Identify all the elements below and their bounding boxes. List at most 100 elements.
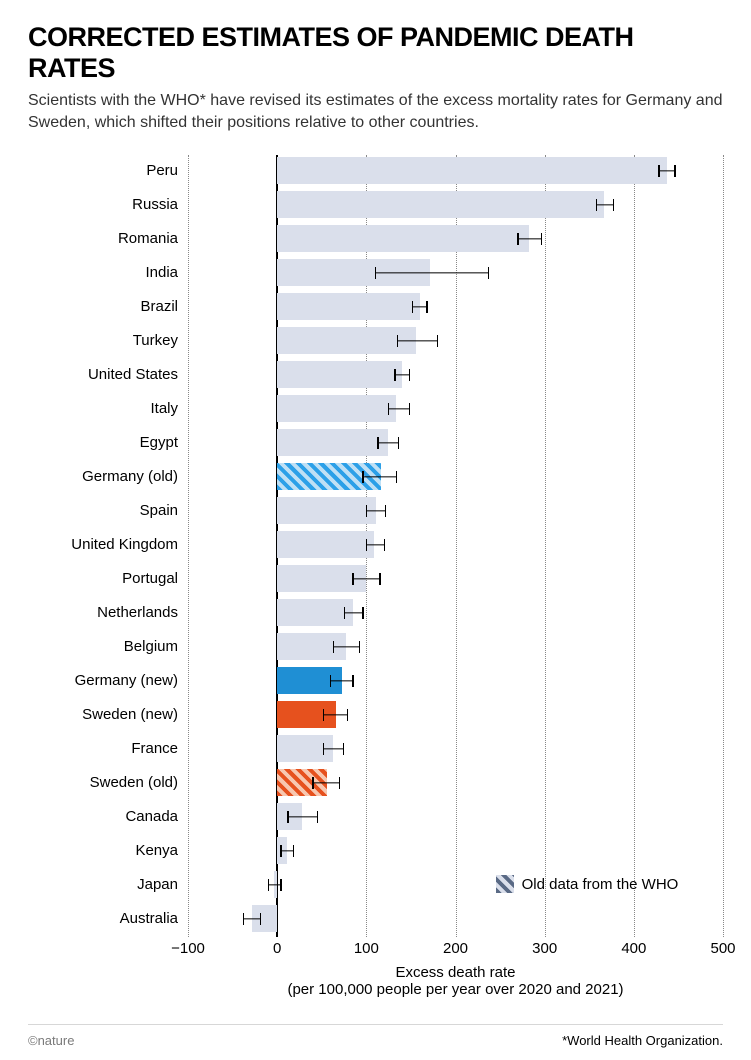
- error-bar: [353, 578, 380, 579]
- error-cap: [339, 777, 340, 789]
- x-tick-label: 0: [273, 940, 281, 957]
- table-row: Egypt: [28, 427, 723, 458]
- error-cap: [362, 471, 363, 483]
- error-cap: [330, 675, 331, 687]
- error-bar: [389, 408, 410, 409]
- row-label: Germany (old): [28, 468, 188, 485]
- error-bar: [363, 476, 397, 477]
- x-axis-title: Excess death rate: [188, 964, 723, 981]
- bar: [277, 531, 374, 558]
- error-cap: [312, 777, 313, 789]
- row-label: Germany (new): [28, 672, 188, 689]
- error-bar: [395, 374, 409, 375]
- error-bar: [324, 748, 344, 749]
- error-cap: [352, 573, 353, 585]
- bar-track: [188, 597, 723, 628]
- error-bar: [288, 816, 317, 817]
- page-title: CORRECTED ESTIMATES OF PANDEMIC DEATH RA…: [28, 22, 723, 84]
- legend: Old data from the WHO: [496, 875, 679, 893]
- page-subtitle: Scientists with the WHO* have revised it…: [28, 90, 723, 133]
- table-row: Germany (old): [28, 461, 723, 492]
- error-cap: [396, 471, 397, 483]
- bar-track: [188, 393, 723, 424]
- bar-track: [188, 257, 723, 288]
- error-cap: [409, 369, 410, 381]
- error-bar: [281, 850, 293, 851]
- error-cap: [347, 709, 348, 721]
- error-cap: [377, 437, 378, 449]
- bar: [277, 157, 667, 184]
- error-cap: [426, 301, 427, 313]
- credit: ©nature: [28, 1033, 74, 1048]
- row-label: Egypt: [28, 434, 188, 451]
- table-row: Netherlands: [28, 597, 723, 628]
- footnote: *World Health Organization.: [562, 1033, 723, 1048]
- error-cap: [362, 607, 363, 619]
- error-cap: [243, 913, 244, 925]
- bar-track: [188, 563, 723, 594]
- row-label: Netherlands: [28, 604, 188, 621]
- bar: [277, 599, 353, 626]
- error-bar: [413, 306, 427, 307]
- error-bar: [375, 272, 488, 273]
- row-label: Belgium: [28, 638, 188, 655]
- footer: ©nature *World Health Organization.: [28, 1024, 723, 1048]
- row-label: Canada: [28, 808, 188, 825]
- bar-track: [188, 529, 723, 560]
- table-row: Romania: [28, 223, 723, 254]
- error-cap: [379, 573, 380, 585]
- x-axis-labels: −1000100200300400500: [188, 940, 723, 960]
- error-cap: [366, 539, 367, 551]
- table-row: India: [28, 257, 723, 288]
- error-cap: [268, 879, 269, 891]
- bar-track: [188, 903, 723, 934]
- error-cap: [344, 607, 345, 619]
- row-label: Australia: [28, 910, 188, 927]
- bar-track: [188, 291, 723, 322]
- bar-track: [188, 835, 723, 866]
- error-cap: [613, 199, 614, 211]
- error-cap: [388, 403, 389, 415]
- row-label: Russia: [28, 196, 188, 213]
- error-bar: [398, 340, 438, 341]
- error-cap: [359, 641, 360, 653]
- bar-track: [188, 801, 723, 832]
- row-label: Peru: [28, 162, 188, 179]
- bar: [277, 361, 402, 388]
- bar: [277, 293, 420, 320]
- bar-track: [188, 155, 723, 186]
- bar-track: [188, 223, 723, 254]
- table-row: Spain: [28, 495, 723, 526]
- row-label: Sweden (old): [28, 774, 188, 791]
- error-bar: [324, 714, 348, 715]
- table-row: Kenya: [28, 835, 723, 866]
- table-row: Australia: [28, 903, 723, 934]
- bar-track: [188, 189, 723, 220]
- bar-track: [188, 427, 723, 458]
- row-label: Portugal: [28, 570, 188, 587]
- bar: [277, 225, 529, 252]
- table-row: Peru: [28, 155, 723, 186]
- table-row: United States: [28, 359, 723, 390]
- row-label: Romania: [28, 230, 188, 247]
- x-tick-label: 300: [532, 940, 557, 957]
- table-row: France: [28, 733, 723, 764]
- row-label: Spain: [28, 502, 188, 519]
- x-tick-label: 400: [621, 940, 646, 957]
- error-cap: [412, 301, 413, 313]
- error-cap: [517, 233, 518, 245]
- error-cap: [397, 335, 398, 347]
- legend-swatch-icon: [496, 875, 514, 893]
- error-cap: [437, 335, 438, 347]
- row-label: France: [28, 740, 188, 757]
- x-tick-label: 500: [710, 940, 735, 957]
- x-axis: −1000100200300400500: [28, 940, 723, 960]
- row-label: Japan: [28, 876, 188, 893]
- gridline: [723, 155, 724, 937]
- row-label: United Kingdom: [28, 536, 188, 553]
- bar-track: [188, 495, 723, 526]
- error-bar: [518, 238, 541, 239]
- bar: [277, 191, 604, 218]
- x-tick-label: −100: [171, 940, 205, 957]
- row-label: Turkey: [28, 332, 188, 349]
